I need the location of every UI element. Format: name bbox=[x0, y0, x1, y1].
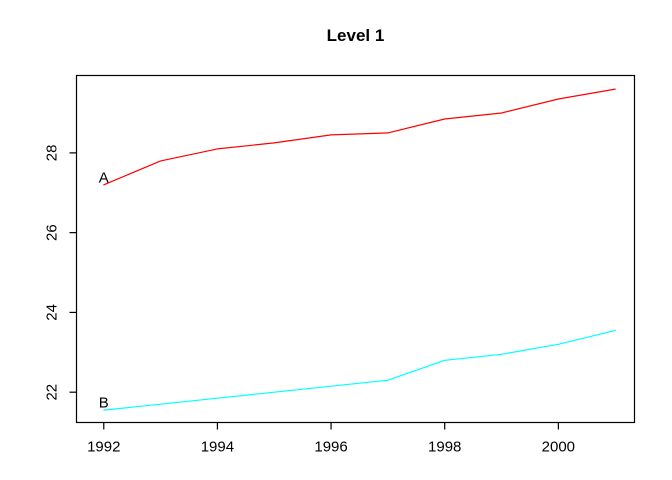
x-axis-tick-label: 2000 bbox=[542, 439, 575, 456]
plot-border bbox=[75, 74, 636, 424]
chart-title: Level 1 bbox=[326, 26, 385, 45]
x-axis-tick-label: 1998 bbox=[428, 439, 461, 456]
x-axis-tick-label: 1992 bbox=[87, 439, 120, 456]
y-axis-tick-label: 26 bbox=[44, 224, 61, 241]
x-axis-tick-label: 1996 bbox=[314, 439, 347, 456]
y-axis-tick-label: 28 bbox=[44, 145, 61, 162]
y-axis-tick-label: 22 bbox=[44, 384, 61, 401]
y-axis-tick-label: 24 bbox=[44, 304, 61, 321]
series-label-a: A bbox=[99, 169, 109, 186]
x-axis-tick-label: 1994 bbox=[201, 439, 234, 456]
series-label-b: B bbox=[99, 395, 109, 412]
series-line-b bbox=[103, 329, 616, 411]
series-line-a bbox=[103, 88, 616, 186]
